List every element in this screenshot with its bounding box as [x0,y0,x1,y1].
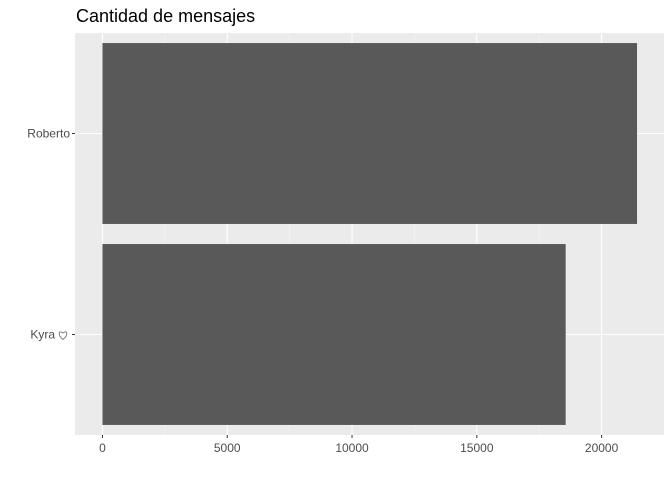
x-tick-label: 5000 [214,441,241,455]
x-tick-label: 15000 [460,441,494,455]
bar-roberto [102,43,638,224]
y-axis: Roberto Kyra [27,127,75,342]
x-tick-label: 10000 [335,441,369,455]
bar-kyra [102,244,566,425]
x-tick-label: 0 [99,441,106,455]
y-tick-label: Roberto [27,127,70,141]
chart-title: Cantidad de mensajes [76,6,255,26]
heart-icon [58,331,68,341]
x-tick-label: 20000 [585,441,619,455]
x-axis: 0 5000 10000 15000 20000 [99,435,619,455]
bars [102,43,638,425]
y-tick-label: Kyra [30,328,55,342]
